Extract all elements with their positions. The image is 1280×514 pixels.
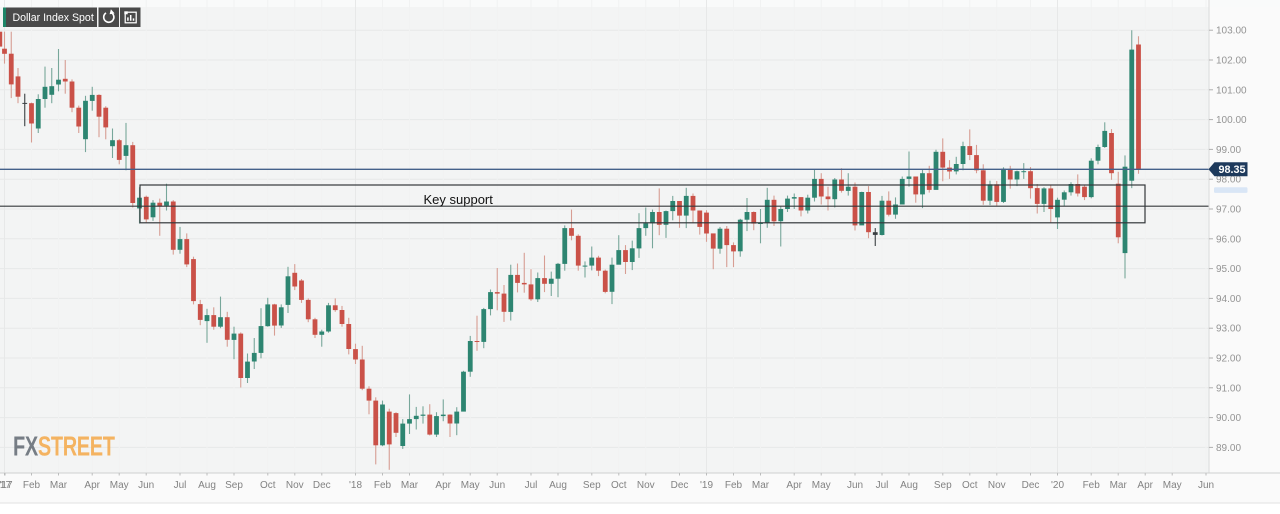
svg-text:95.00: 95.00 <box>1216 264 1241 275</box>
svg-text:103.00: 103.00 <box>1216 26 1247 37</box>
svg-text:93.00: 93.00 <box>1216 324 1241 335</box>
svg-text:'19: '19 <box>700 480 713 491</box>
svg-text:Jul: Jul <box>525 480 538 491</box>
svg-text:Feb: Feb <box>1083 480 1101 491</box>
svg-text:Sep: Sep <box>583 480 601 491</box>
svg-text:Mar: Mar <box>50 480 68 491</box>
svg-text:Jun: Jun <box>138 480 154 491</box>
svg-text:Oct: Oct <box>260 480 276 491</box>
svg-text:98.00: 98.00 <box>1216 175 1241 186</box>
svg-text:Dollar Index Spot: Dollar Index Spot <box>13 12 94 24</box>
svg-text:Dec: Dec <box>671 480 689 491</box>
svg-text:May: May <box>812 480 831 491</box>
svg-text:91.00: 91.00 <box>1216 383 1241 394</box>
svg-text:'18: '18 <box>349 480 362 491</box>
svg-text:Apr: Apr <box>786 480 802 491</box>
svg-text:Jun: Jun <box>1198 480 1214 491</box>
svg-text:96.00: 96.00 <box>1216 234 1241 245</box>
svg-text:Mar: Mar <box>752 480 770 491</box>
svg-text:Feb: Feb <box>725 480 743 491</box>
svg-text:Key support: Key support <box>424 192 494 207</box>
svg-text:Nov: Nov <box>286 480 304 491</box>
svg-text:Apr: Apr <box>435 480 451 491</box>
svg-text:Jun: Jun <box>847 480 863 491</box>
svg-text:Apr: Apr <box>84 480 100 491</box>
svg-text:May: May <box>1163 480 1182 491</box>
svg-text:92.00: 92.00 <box>1216 354 1241 365</box>
svg-text:Nov: Nov <box>637 480 655 491</box>
svg-text:Feb: Feb <box>23 480 41 491</box>
svg-text:90.00: 90.00 <box>1216 413 1241 424</box>
svg-text:Sep: Sep <box>934 480 952 491</box>
svg-text:102.00: 102.00 <box>1216 56 1247 67</box>
svg-text:101.00: 101.00 <box>1216 85 1247 96</box>
svg-text:FXSTREET: FXSTREET <box>13 431 115 462</box>
svg-text:May: May <box>461 480 480 491</box>
svg-text:100.00: 100.00 <box>1216 115 1247 126</box>
svg-text:Nov: Nov <box>988 480 1006 491</box>
svg-text:Aug: Aug <box>900 480 918 491</box>
svg-text:'17: '17 <box>0 480 13 491</box>
svg-text:Oct: Oct <box>611 480 627 491</box>
svg-text:94.00: 94.00 <box>1216 294 1241 305</box>
svg-text:Jul: Jul <box>876 480 889 491</box>
svg-text:Apr: Apr <box>1137 480 1153 491</box>
svg-text:Sep: Sep <box>225 480 243 491</box>
svg-text:Mar: Mar <box>1110 480 1128 491</box>
svg-text:Mar: Mar <box>401 480 419 491</box>
svg-text:89.00: 89.00 <box>1216 443 1241 454</box>
svg-text:Aug: Aug <box>549 480 567 491</box>
svg-text:Dec: Dec <box>313 480 331 491</box>
svg-text:Oct: Oct <box>962 480 978 491</box>
svg-text:Jun: Jun <box>489 480 505 491</box>
svg-text:97.00: 97.00 <box>1216 205 1241 216</box>
svg-text:99.00: 99.00 <box>1216 145 1241 156</box>
svg-text:Jul: Jul <box>174 480 187 491</box>
svg-text:Aug: Aug <box>198 480 216 491</box>
svg-text:'17: '17 <box>0 480 11 491</box>
svg-text:98.35: 98.35 <box>1219 164 1246 176</box>
svg-text:May: May <box>110 480 129 491</box>
svg-text:'20: '20 <box>1051 480 1064 491</box>
svg-text:Feb: Feb <box>374 480 392 491</box>
svg-text:Dec: Dec <box>1022 480 1040 491</box>
